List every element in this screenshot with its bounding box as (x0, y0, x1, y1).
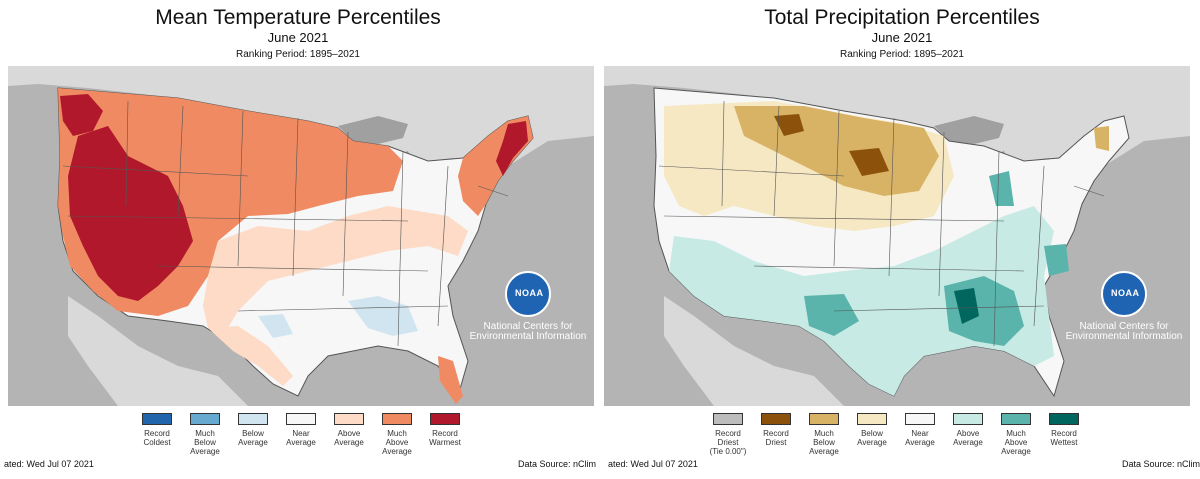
legend-swatch (142, 413, 172, 425)
legend-swatch (1001, 413, 1031, 425)
legend-item-below: Below Average (229, 413, 277, 447)
record-dry-2 (849, 148, 889, 176)
record-warm-northwest (60, 94, 103, 136)
legend-label: Much Above Average (1001, 429, 1031, 456)
legend-item-much-below: Much Below Average (181, 413, 229, 456)
legend-label: Record Driest (763, 429, 789, 447)
legend-swatch (809, 413, 839, 425)
temperature-map-svg (8, 66, 594, 406)
state-borders (62, 100, 509, 347)
ranking-period: Ranking Period: 1895–2021 (840, 49, 964, 60)
record-dry-3 (1094, 126, 1109, 151)
noaa-logo-text: NOAA (1111, 288, 1140, 298)
data-source: Data Source: nClim (517, 459, 596, 469)
legend-swatch (1049, 413, 1079, 425)
ncei-label: National Centers for Environmental Infor… (1065, 321, 1183, 342)
panel-divider (598, 0, 602, 479)
legend-swatch (238, 413, 268, 425)
legend-label: Above Average (334, 429, 364, 447)
legend-item-record-wettest: Record Wettest (1040, 413, 1088, 447)
legend-label: Much Below Average (809, 429, 839, 456)
legend-item-above: Above Average (325, 413, 373, 447)
panel-subtitle: June 2021 (267, 30, 329, 45)
legend-label: Much Below Average (190, 429, 220, 456)
legend-swatch (905, 413, 935, 425)
legend-item-above: Above Average (944, 413, 992, 447)
noaa-logo: NOAA (1101, 271, 1147, 317)
ranking-period: Ranking Period: 1895–2021 (236, 49, 360, 60)
legend-item-much-above: Much Above Average (373, 413, 421, 456)
legend-item-much-below: Much Below Average (800, 413, 848, 456)
legend-item-below: Below Average (848, 413, 896, 447)
temperature-legend: Record Coldest Much Below Average Below Aver… (0, 413, 596, 465)
legend-item-record-coldest: Record Coldest (133, 413, 181, 447)
legend-item-record-warmest: Record Warmest (421, 413, 469, 447)
canada-land (8, 66, 594, 184)
legend-label: Much Above Average (382, 429, 412, 456)
data-source: Data Source: nClim (1121, 459, 1200, 469)
panel-title: Mean Temperature Percentiles (155, 6, 441, 29)
temperature-panel: Mean Temperature Percentiles June 2021 R… (0, 0, 596, 479)
record-warm-west (68, 126, 193, 301)
below-region-2 (258, 314, 293, 338)
legend-swatch (286, 413, 316, 425)
precipitation-map: NOAA National Centers for Environmental … (604, 66, 1190, 406)
panel-subtitle: June 2021 (871, 30, 933, 45)
texas-above (208, 326, 293, 386)
legend-swatch (857, 413, 887, 425)
great-lakes (338, 116, 458, 191)
record-warm-northeast (496, 121, 528, 176)
precipitation-legend: Record Driest (Tie 0.00") Record Driest Muc… (604, 413, 1200, 465)
legend-swatch (761, 413, 791, 425)
ncei-label: National Centers for Environmental Infor… (469, 321, 587, 342)
precipitation-panel: Total Precipitation Percentiles June 202… (604, 0, 1200, 479)
updated-date: ated: Wed Jul 07 2021 (608, 459, 698, 469)
great-lakes (934, 116, 1054, 191)
legend-item-much-above: Much Above Average (992, 413, 1040, 456)
legend-swatch (430, 413, 460, 425)
state-borders (658, 100, 1105, 347)
legend-item-near: Near Average (277, 413, 325, 447)
much-above-region-3 (989, 171, 1014, 206)
panel-title: Total Precipitation Percentiles (764, 6, 1040, 29)
legend-swatch (382, 413, 412, 425)
mexico-land (68, 296, 248, 406)
temperature-map: NOAA National Centers for Environmental … (8, 66, 594, 406)
legend-swatch (953, 413, 983, 425)
legend-swatch (713, 413, 743, 425)
legend-label: Record Driest (Tie 0.00") (709, 429, 747, 456)
record-dry-1 (774, 114, 804, 136)
florida-above (438, 356, 463, 404)
much-above-region-4 (1044, 244, 1069, 276)
canada-land (604, 66, 1190, 184)
legend-item-record-driest-tie: Record Driest (Tie 0.00") (704, 413, 752, 456)
precipitation-map-svg (604, 66, 1190, 406)
legend-swatch (190, 413, 220, 425)
noaa-logo: NOAA (505, 271, 551, 317)
record-wet-region (954, 288, 979, 324)
legend-swatch (334, 413, 364, 425)
legend-item-record-driest: Record Driest (752, 413, 800, 447)
legend-label: Above Average (953, 429, 983, 447)
above-region (669, 206, 1054, 396)
legend-label: Record Wettest (1050, 429, 1078, 447)
legend-label: Below Average (238, 429, 268, 447)
legend-label: Near Average (286, 429, 316, 447)
legend-label: Record Warmest (429, 429, 461, 447)
legend-label: Below Average (857, 429, 887, 447)
much-above-region-2 (804, 294, 859, 336)
mexico-land (664, 296, 844, 406)
legend-label: Record Coldest (143, 429, 171, 447)
legend-label: Near Average (905, 429, 935, 447)
below-region (348, 296, 418, 336)
above-region (203, 206, 468, 336)
updated-date: ated: Wed Jul 07 2021 (4, 459, 94, 469)
legend-item-near: Near Average (896, 413, 944, 447)
noaa-logo-text: NOAA (515, 288, 544, 298)
